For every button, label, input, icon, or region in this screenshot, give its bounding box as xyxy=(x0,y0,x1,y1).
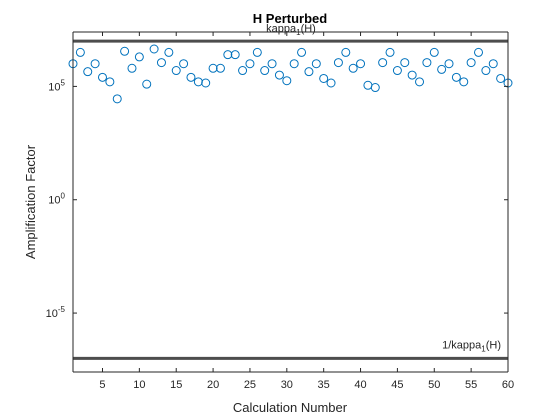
data-point xyxy=(437,64,447,74)
data-point xyxy=(400,58,410,68)
data-point xyxy=(127,63,137,73)
data-point xyxy=(481,66,491,76)
plot-area xyxy=(73,32,508,372)
data-point xyxy=(164,47,174,57)
data-point xyxy=(356,59,366,69)
data-point xyxy=(459,77,469,87)
data-point xyxy=(142,79,152,89)
data-point xyxy=(392,66,402,76)
x-tick-label: 10 xyxy=(133,379,145,391)
data-point xyxy=(223,50,233,60)
x-tick-label: 20 xyxy=(207,379,219,391)
data-point xyxy=(156,58,166,68)
data-point xyxy=(274,70,284,80)
data-point xyxy=(149,44,159,54)
data-point xyxy=(451,72,461,82)
y-axis-label: Amplification Factor xyxy=(23,144,38,259)
data-point xyxy=(422,58,432,68)
data-point xyxy=(444,59,454,69)
data-point xyxy=(134,52,144,62)
data-point xyxy=(378,58,388,68)
data-point xyxy=(90,59,100,69)
data-point xyxy=(488,59,498,69)
data-point xyxy=(208,63,218,73)
data-point xyxy=(341,47,351,57)
data-point xyxy=(319,73,329,83)
data-point xyxy=(348,63,358,73)
data-point xyxy=(75,47,85,57)
data-point xyxy=(407,70,417,80)
data-point xyxy=(112,94,122,104)
data-point xyxy=(311,59,321,69)
data-point xyxy=(120,46,130,56)
x-tick-label: 50 xyxy=(428,379,440,391)
axes xyxy=(72,31,509,373)
x-tick-label: 5 xyxy=(99,379,105,391)
data-point xyxy=(297,47,307,57)
x-tick-label: 40 xyxy=(354,379,366,391)
data-point xyxy=(466,58,476,68)
x-tick-label: 35 xyxy=(318,379,330,391)
reference-label-inverse-kappa: 1/kappa1(H) xyxy=(442,339,501,353)
data-point xyxy=(238,66,248,76)
x-tick-label: 30 xyxy=(281,379,293,391)
data-point xyxy=(179,59,189,69)
x-tick-label: 25 xyxy=(244,379,256,391)
data-point xyxy=(282,76,292,86)
data-point xyxy=(496,73,506,83)
x-ticks: 5 10 15 20 25 30 35 40 45 50 55 60 xyxy=(99,32,514,391)
x-tick-label: 15 xyxy=(170,379,182,391)
y-tick-label: 100 xyxy=(48,192,65,207)
data-point xyxy=(186,72,196,82)
data-point xyxy=(289,59,299,69)
data-point xyxy=(171,66,181,76)
data-point xyxy=(97,72,107,82)
data-point xyxy=(304,67,314,77)
data-point xyxy=(215,63,225,73)
x-tick-label: 60 xyxy=(502,379,514,391)
data-point xyxy=(252,47,262,57)
data-point xyxy=(333,58,343,68)
data-point xyxy=(326,78,336,88)
data-point xyxy=(370,83,380,93)
data-point xyxy=(230,50,240,60)
data-point xyxy=(193,77,203,87)
y-ticks: 105 100 10-5 xyxy=(46,78,508,320)
y-tick-label: 105 xyxy=(48,78,65,93)
data-points xyxy=(68,44,513,104)
data-point xyxy=(201,78,211,88)
data-point xyxy=(415,77,425,87)
data-point xyxy=(385,47,395,57)
chart-title: H Perturbed xyxy=(253,11,327,26)
data-point xyxy=(474,47,484,57)
x-tick-label: 55 xyxy=(465,379,477,391)
data-point xyxy=(260,66,270,76)
x-axis-label: Calculation Number xyxy=(233,400,348,415)
data-point xyxy=(105,77,115,87)
data-point xyxy=(245,59,255,69)
data-point xyxy=(83,67,93,77)
y-tick-label: 10-5 xyxy=(46,305,66,320)
data-point xyxy=(267,59,277,69)
x-tick-label: 45 xyxy=(391,379,403,391)
data-point xyxy=(429,47,439,57)
